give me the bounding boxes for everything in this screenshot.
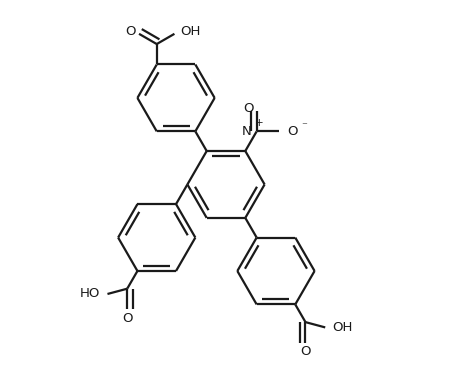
Text: +: +	[254, 118, 262, 128]
Text: HO: HO	[80, 288, 100, 301]
Text: O: O	[243, 102, 253, 115]
Text: OH: OH	[180, 25, 200, 38]
Text: O: O	[286, 125, 297, 138]
Text: O: O	[122, 312, 132, 325]
Text: ⁻: ⁻	[301, 121, 307, 131]
Text: O: O	[125, 25, 136, 38]
Text: O: O	[299, 345, 310, 358]
Text: OH: OH	[331, 321, 352, 334]
Text: N: N	[241, 125, 251, 138]
